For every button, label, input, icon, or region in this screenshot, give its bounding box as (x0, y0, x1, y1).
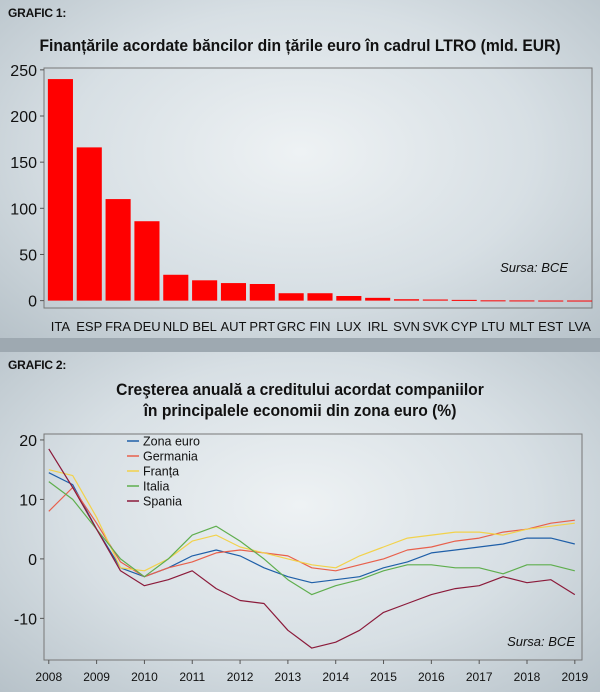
y-tick-label: 150 (10, 155, 37, 172)
x-tick-label: SVK (422, 319, 448, 334)
x-tick-label: 2013 (275, 670, 302, 684)
bar (567, 300, 593, 302)
x-tick-label: EST (538, 319, 563, 334)
series-line (48, 472, 575, 584)
x-tick-label: 2015 (370, 670, 397, 684)
chart-panel-2: GRAFIC 2: Creşterea anuală a creditului … (0, 352, 600, 692)
x-tick-label: 2019 (561, 670, 588, 684)
x-tick-label: ITA (51, 319, 71, 334)
x-tick-label: 2010 (131, 670, 158, 684)
y-tick-label: 50 (19, 247, 37, 264)
x-tick-label: 2016 (418, 670, 445, 684)
plot-frame (43, 433, 583, 661)
series-line (48, 486, 575, 578)
bar (278, 293, 304, 301)
x-tick-label: FRA (105, 319, 131, 334)
x-tick-label: 2017 (466, 670, 493, 684)
series-line (48, 469, 575, 572)
legend-label: Franța (143, 465, 179, 479)
x-tick-label: LVA (568, 319, 591, 334)
x-tick-label: MLT (509, 319, 534, 334)
chart-1-source: Sursa: BCE (500, 260, 568, 275)
plot-frame (43, 67, 593, 309)
chart-2-title-line-2: în principalele economii din zona euro (… (143, 401, 457, 420)
x-tick-label: SVN (393, 319, 420, 334)
x-tick-label: IRL (368, 319, 388, 334)
bar (365, 297, 391, 301)
line-chart: -10 0 10 20 2008 2009 2010 2011 2012 2013 2014 2015… (14, 433, 589, 684)
bar (220, 283, 247, 301)
bar (451, 299, 477, 301)
bar (393, 299, 420, 301)
x-tick-label: 2011 (179, 670, 205, 684)
y-tick-label: 20 (19, 433, 37, 450)
legend-label: Spania (143, 495, 182, 509)
x-tick-label: ESP (76, 319, 102, 334)
legend-label: Germania (143, 450, 198, 464)
x-tick-label: 2012 (227, 670, 254, 684)
y-tick-label: 200 (10, 109, 37, 126)
chart-2-title-line-1: Creşterea anuală a creditului acordat co… (116, 380, 484, 399)
x-tick-label: 2008 (35, 670, 62, 684)
legend-label: Zona euro (143, 435, 200, 449)
y-tick-label: 0 (28, 294, 37, 311)
y-tick-label: 250 (10, 63, 37, 80)
x-tick-label: 2009 (83, 670, 110, 684)
bar (134, 221, 160, 301)
bar (163, 274, 189, 301)
chart-1-title: Finanțările acordate băncilor din țările… (39, 36, 561, 55)
y-tick-label: 100 (10, 201, 37, 218)
bar-chart: 0 50 100 150 200 250 ITA ESP FRA DEU NLD BEL AUT PRT… (10, 63, 593, 334)
legend-label: Italia (143, 480, 169, 494)
bar (307, 293, 333, 301)
series-line (48, 448, 576, 649)
x-tick-label: 2014 (322, 670, 349, 684)
x-tick-label: PRT (249, 319, 275, 334)
bar (336, 296, 362, 301)
x-tick-label: LUX (336, 319, 362, 334)
x-tick-label: CYP (451, 319, 478, 334)
bar (76, 147, 102, 301)
x-tick-label: NLD (163, 319, 189, 334)
x-tick-label: LTU (481, 319, 505, 334)
chart-1-tag: GRAFIC 1: (8, 6, 67, 20)
x-tick-label: AUT (220, 319, 246, 334)
series-line (48, 481, 575, 596)
bar (249, 284, 275, 301)
chart-2-tag: GRAFIC 2: (8, 358, 67, 372)
x-tick-label: FIN (310, 319, 331, 334)
bar (47, 79, 73, 301)
bar (509, 300, 535, 302)
y-tick-label: -10 (14, 611, 37, 628)
bar (192, 280, 218, 301)
bar (538, 300, 564, 302)
y-tick-label: 0 (28, 552, 37, 569)
bar (480, 300, 506, 302)
y-tick-label: 10 (19, 492, 37, 509)
chart-panel-1: GRAFIC 1: Finanțările acordate băncilor … (0, 0, 600, 338)
bar (105, 199, 131, 301)
x-tick-label: 2018 (514, 670, 541, 684)
chart-2-source: Sursa: BCE (507, 634, 575, 649)
x-tick-label: GRC (277, 319, 306, 334)
x-tick-label: BEL (192, 319, 217, 334)
bar (422, 299, 448, 301)
x-tick-label: DEU (133, 319, 160, 334)
